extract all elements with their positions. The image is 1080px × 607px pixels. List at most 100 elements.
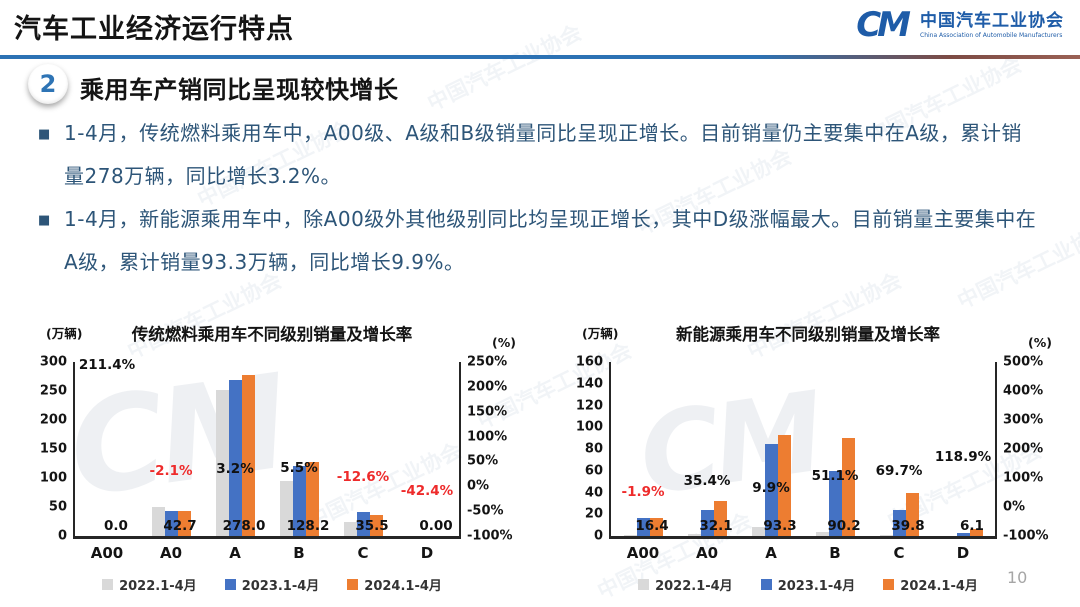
y-axis-tick-right: -50% (467, 503, 504, 519)
growth-rate-label: 118.9% (934, 448, 992, 465)
caam-logo-name-en: China Association of Automobile Manufact… (920, 32, 1063, 40)
bar (892, 510, 906, 536)
bar (649, 518, 663, 536)
caam-logo-mark-icon: CM (856, 5, 911, 45)
bullet-list: ■ 1-4月，传统燃料乘用车中，A00级、A级和B级销量同比呈现正增长。目前销量… (38, 112, 1042, 284)
y-axis-tick-left: 150 (39, 441, 67, 457)
bar (777, 434, 791, 536)
growth-rate-label: 3.2% (216, 460, 254, 477)
y-axis-tick-left: 50 (48, 499, 67, 515)
y-axis-tick-right: 0% (1003, 499, 1026, 515)
growth-rate-label: 211.4% (78, 357, 136, 374)
x-axis-category: C (893, 544, 905, 562)
growth-rate-label: -2.1% (149, 463, 193, 480)
y-axis-tick-left: 80 (584, 441, 603, 457)
bullet-square-icon: ■ (38, 127, 51, 142)
growth-rate-label: -42.4% (400, 483, 454, 500)
bar (879, 534, 893, 536)
legend-label: 2022.1-4月 (655, 579, 733, 594)
bullet-item: ■ 1-4月，新能源乘用车中，除A00级外其他级别同比均呈现正增长，其中D级涨幅… (38, 198, 1042, 284)
bar-value-label: 93.3 (763, 518, 797, 534)
y-axis-tick-left: 100 (39, 470, 67, 486)
growth-rate-label: 9.9% (752, 480, 790, 497)
y-axis-tick-right: -100% (467, 528, 513, 544)
y-axis-tick-right: 0% (467, 478, 490, 494)
legend-label: 2022.1-4月 (119, 579, 197, 594)
bar (164, 510, 178, 536)
bullet-square-icon: ■ (38, 213, 51, 228)
legend-item: 2023.1-4月 (224, 575, 320, 594)
bar (905, 492, 919, 536)
bar (343, 521, 357, 536)
x-axis-category: B (293, 544, 305, 562)
chart-new-energy: 新能源乘用车不同级别销量及增长率 (万辆) (%) 160 140 120 100 80… (552, 318, 1064, 605)
chart-title: 新能源乘用车不同级别销量及增长率 (676, 325, 940, 344)
bullet-text: 1-4月，传统燃料乘用车中，A00级、A级和B级销量同比呈现正增长。目前销量仍主… (64, 121, 1022, 188)
growth-rate-label: 35.4% (683, 472, 731, 489)
legend-label: 2023.1-4月 (777, 579, 856, 594)
bar (177, 511, 191, 536)
bar (828, 471, 842, 536)
bar-value-label: 0.0 (104, 518, 128, 534)
bar (356, 512, 370, 536)
bar (623, 534, 637, 536)
legend-swatch (883, 579, 895, 590)
y-axis-tick-left: 140 (575, 376, 603, 392)
legend-swatch (347, 579, 359, 590)
x-axis-category: A00 (90, 544, 124, 562)
bar-value-label: 39.8 (891, 518, 925, 534)
bar (279, 480, 293, 536)
axis-unit-left: (万辆) (582, 326, 619, 341)
growth-rate-label: 5.5% (280, 459, 318, 476)
legend-label: 2024.1-4月 (900, 579, 978, 594)
y-axis-tick-left: 200 (39, 412, 67, 428)
growth-rate-label: 69.7% (875, 462, 923, 479)
bar-value-label: 35.5 (355, 518, 389, 534)
bar-value-label: 6.1 (960, 518, 984, 534)
plot-area: 160 140 120 100 80 60 40 20 0 500% 400% 300% 200% 100… (576, 355, 1049, 563)
section-number-badge: 2 (28, 64, 68, 104)
growth-rate-label: -1.9% (621, 483, 665, 500)
y-axis-tick-left: 0 (593, 528, 603, 544)
y-axis-tick-right: 100% (467, 429, 508, 445)
bar (292, 465, 306, 536)
chart-legend: 2022.1-4月 2023.1-4月 2024.1-4月 (552, 575, 1064, 594)
chart-legend: 2022.1-4月 2023.1-4月 2024.1-4月 (16, 575, 528, 594)
bullet-item: ■ 1-4月，传统燃料乘用车中，A00级、A级和B级销量同比呈现正增长。目前销量… (38, 112, 1042, 198)
bar (241, 374, 255, 536)
growth-rate-label: 51.1% (811, 468, 859, 485)
plot-area: 300 250 200 150 100 50 0 250% 200% 150% 100% 50% 0% -… (40, 355, 513, 563)
y-axis-tick-left: 100 (575, 419, 603, 435)
y-axis-tick-right: 100% (1003, 470, 1044, 486)
growth-rate-label: -12.6% (336, 468, 390, 485)
legend-swatch (760, 579, 772, 590)
x-axis-category: A00 (626, 544, 660, 562)
bar (228, 379, 242, 536)
legend-label: 2024.1-4月 (364, 579, 442, 594)
legend-label: 2023.1-4月 (241, 579, 320, 594)
bar (969, 529, 983, 536)
bullet-text: 1-4月，新能源乘用车中，除A00级外其他级别同比均呈现正增长，其中D级涨幅最大… (64, 207, 1037, 274)
bar-value-label: 90.2 (827, 518, 861, 534)
bar (369, 515, 383, 536)
bar-value-label: 128.2 (286, 518, 330, 534)
x-axis-category: C (357, 544, 369, 562)
caam-logo: CM 中国汽车工业协会 China Association of Automob… (856, 8, 1064, 42)
legend-swatch (638, 579, 650, 590)
bar-value-label: 42.7 (163, 518, 197, 534)
bar (751, 526, 765, 536)
legend-item: 2022.1-4月 (102, 575, 197, 594)
y-axis-tick-right: 400% (1003, 383, 1044, 399)
x-axis-category: A (229, 544, 241, 562)
x-axis-category: D (420, 544, 434, 562)
x-axis-category: A0 (695, 544, 719, 562)
y-axis-tick-left: 160 (575, 354, 603, 370)
legend-item: 2024.1-4月 (883, 575, 978, 594)
y-axis-tick-right: -100% (1003, 528, 1049, 544)
x-axis-category: B (829, 544, 841, 562)
bar (700, 510, 714, 536)
y-axis-tick-right: 50% (467, 453, 499, 469)
bar (956, 532, 970, 536)
chart-traditional-fuel: 传统燃料乘用车不同级别销量及增长率 (万辆) (%) 300 250 200 150 1… (16, 318, 528, 605)
